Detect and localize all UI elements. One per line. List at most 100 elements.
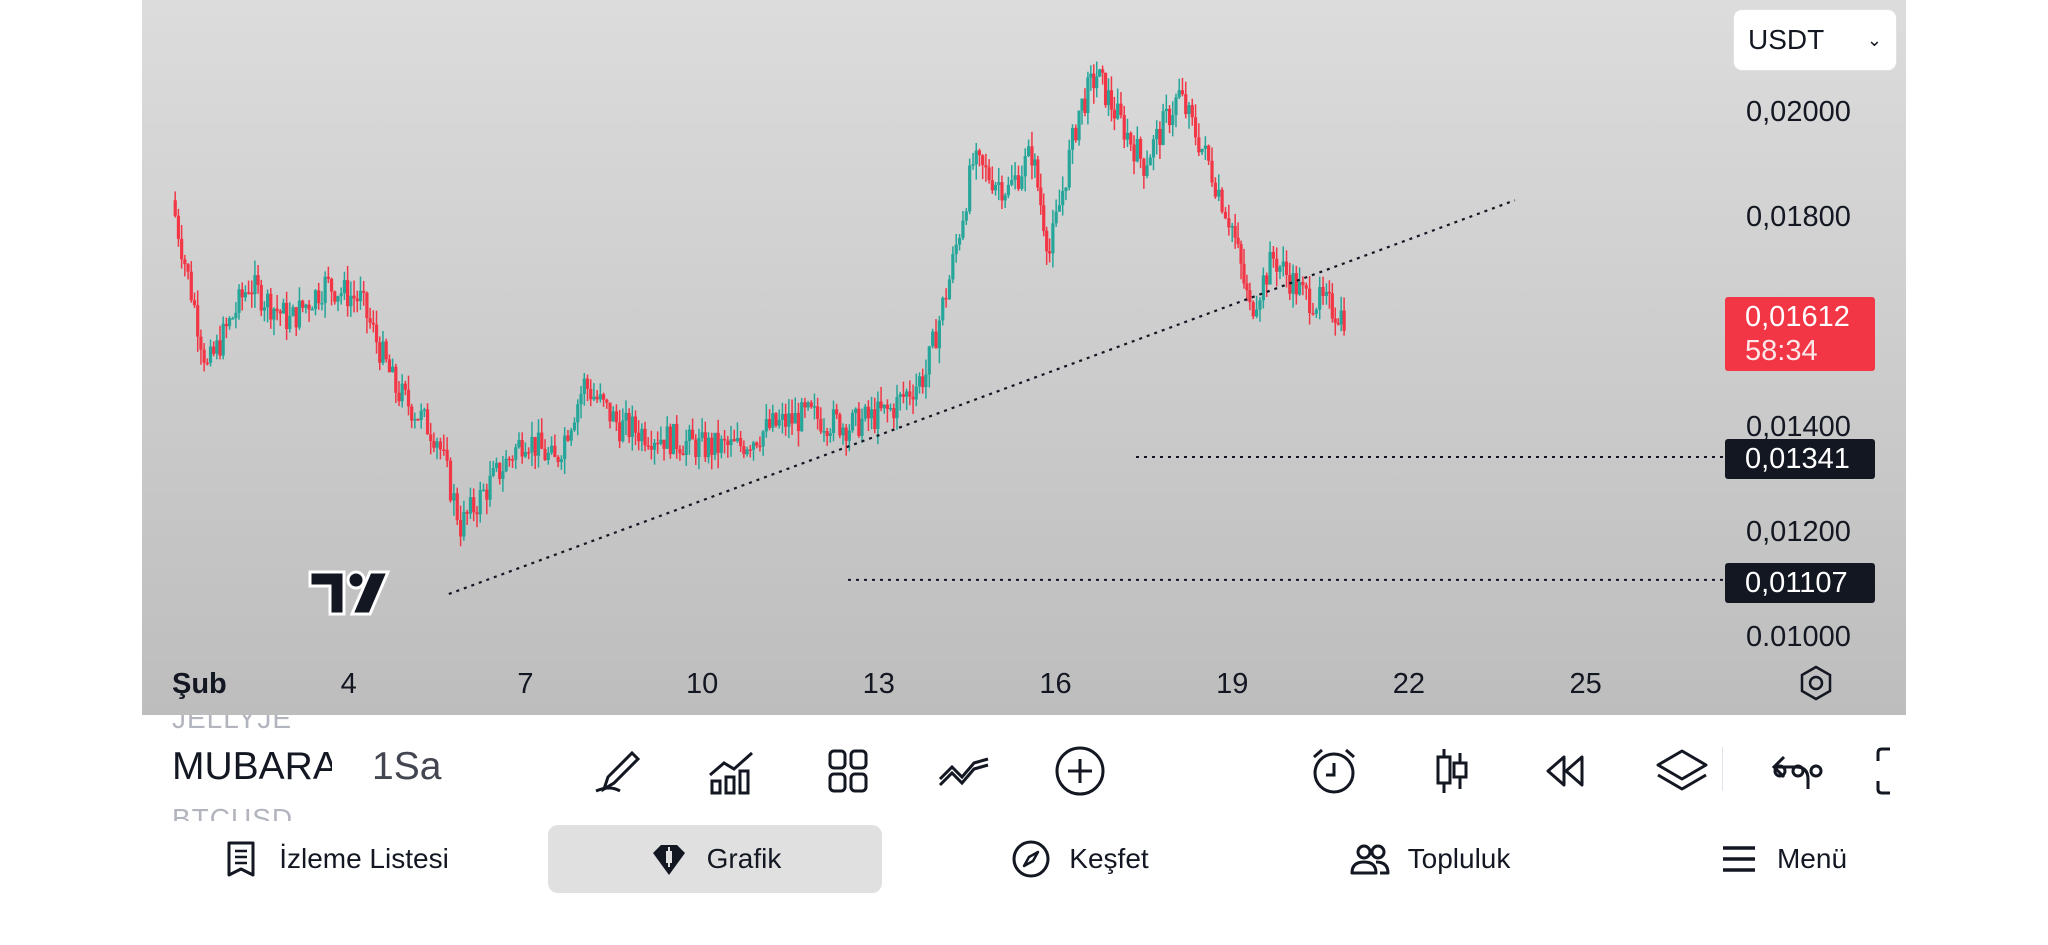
candle-body <box>491 467 495 476</box>
nav-menu[interactable]: Menü <box>1698 825 1868 893</box>
candle-body <box>1339 310 1343 325</box>
candle-body <box>828 433 832 437</box>
candle-body <box>262 307 267 311</box>
price-axis: 0,02000 0,01800 0,01400 0,01200 0.01000 <box>1746 96 1851 653</box>
candle-body <box>873 409 877 429</box>
undo-icon[interactable] <box>1762 745 1818 797</box>
watchlist-icon <box>227 841 255 877</box>
candle-body <box>937 320 941 349</box>
candle-body <box>924 374 928 388</box>
symbol-prev: JELLYJE <box>172 715 293 734</box>
candle-body <box>957 237 962 245</box>
candle-body <box>793 412 797 424</box>
candle-body <box>911 396 915 400</box>
candle-body <box>1268 251 1272 285</box>
fullscreen-icon[interactable] <box>1862 745 1906 797</box>
candle-body <box>1251 302 1255 317</box>
candle-body <box>803 402 807 408</box>
candle-body <box>1106 90 1111 106</box>
candle-body <box>1265 275 1269 285</box>
candle-body <box>618 422 622 442</box>
candle-body <box>800 402 804 432</box>
nav-chart[interactable]: Grafik <box>548 825 882 893</box>
candle-body <box>1239 244 1243 264</box>
candle-body <box>844 427 848 441</box>
interval-button[interactable]: 1Sa <box>372 745 442 788</box>
nav-watchlist[interactable]: İzleme Listesi <box>190 825 480 893</box>
candle-body <box>1020 176 1024 189</box>
candle-body <box>1321 286 1325 296</box>
candle-body <box>790 413 794 424</box>
indicators-icon[interactable] <box>704 745 760 797</box>
candle-body <box>745 449 749 455</box>
candle-body <box>892 408 896 419</box>
current-price-tag: 0,01612 58:34 <box>1725 297 1875 371</box>
symbol-picker[interactable]: JELLYJE MUBARA BTCUSD <box>172 715 332 821</box>
bottom-navigation: İzleme Listesi Grafik Keşfet Topluluk Me… <box>0 821 2048 945</box>
candle-body <box>504 458 508 472</box>
candle-body <box>690 429 695 440</box>
candle-body <box>1327 291 1331 294</box>
nav-explore[interactable]: Keşfet <box>970 825 1190 893</box>
chart-toolbar: JELLYJE MUBARA BTCUSD 1Sa <box>142 715 1906 821</box>
candle-body <box>627 412 631 437</box>
candle-body <box>432 440 436 448</box>
candle-body <box>1271 251 1276 259</box>
candle-body <box>809 402 813 407</box>
candle-body <box>333 291 337 302</box>
nav-community[interactable]: Topluluk <box>1320 825 1540 893</box>
candle-body <box>806 402 810 408</box>
candle-body <box>662 439 666 449</box>
candle-body <box>633 416 638 433</box>
candle-body <box>221 323 225 356</box>
nav-menu-label: Menü <box>1776 843 1848 874</box>
candle-body <box>968 165 972 212</box>
currency-select[interactable]: USDT ⌄ <box>1734 10 1896 70</box>
candle-body <box>694 439 698 458</box>
candle-body <box>646 445 650 447</box>
candle-type-icon[interactable] <box>1424 745 1480 797</box>
alarm-icon[interactable] <box>1306 745 1362 797</box>
candle-body <box>1180 90 1185 95</box>
community-icon <box>1350 844 1390 875</box>
candle-body <box>917 376 922 387</box>
candle-body <box>1193 117 1198 138</box>
candle-body <box>559 459 563 463</box>
layers-icon[interactable] <box>1654 745 1710 797</box>
candle-body <box>866 406 870 419</box>
candle-body <box>687 429 692 441</box>
trendline[interactable] <box>448 199 1516 596</box>
settings-gear-icon[interactable] <box>1800 665 1832 701</box>
candle-body <box>1083 98 1087 114</box>
candle-body <box>898 394 902 397</box>
candle-body <box>944 297 948 300</box>
price-chart[interactable]: 0,02000 0,01800 0,01400 0,01200 0.01000 Şub 4… <box>142 0 1906 715</box>
candle-body <box>1033 159 1037 166</box>
candle-body <box>703 432 707 458</box>
candle-body <box>265 293 270 308</box>
candle-body <box>1145 165 1149 176</box>
candle-body <box>173 200 177 216</box>
candle-body <box>1051 223 1055 254</box>
candle-body <box>1318 286 1322 310</box>
candle-body <box>362 290 366 293</box>
time-axis-label: 7 <box>517 668 533 700</box>
candle-body <box>196 305 200 337</box>
compare-icon[interactable] <box>936 745 992 797</box>
candle-body <box>253 275 257 295</box>
candle-body <box>652 442 657 450</box>
candle-body <box>569 430 573 441</box>
candle-body <box>1095 76 1099 89</box>
candle-body <box>438 441 443 450</box>
candle-body <box>378 342 382 363</box>
candle-body <box>1213 182 1217 197</box>
candle-body <box>819 418 823 432</box>
candle-body <box>869 409 874 419</box>
chart-area[interactable]: 0,02000 0,01800 0,01400 0,01200 0.01000 Şub 4… <box>142 0 1906 715</box>
templates-icon[interactable] <box>820 745 876 797</box>
add-icon[interactable] <box>1052 745 1108 797</box>
candle-body <box>1298 281 1302 295</box>
candle-body <box>1125 132 1130 140</box>
pen-icon[interactable] <box>590 745 646 797</box>
replay-icon[interactable] <box>1538 745 1594 797</box>
